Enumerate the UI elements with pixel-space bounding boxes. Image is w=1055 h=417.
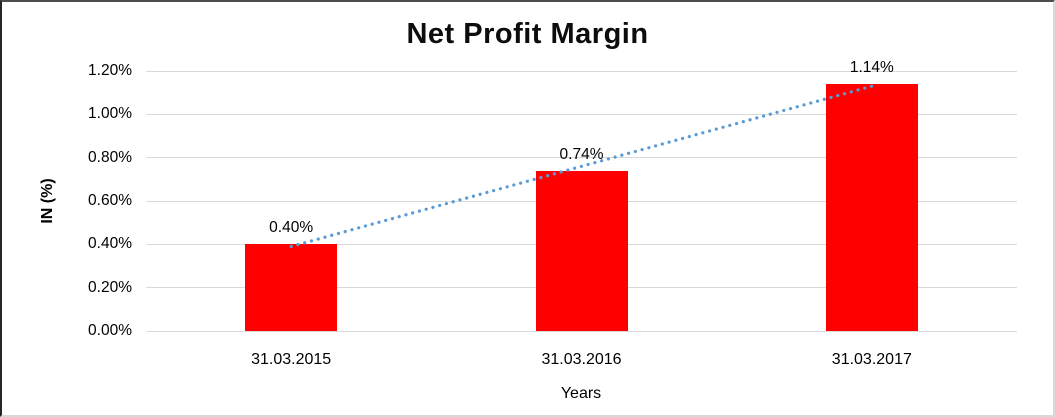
trendline: [289, 84, 874, 249]
y-tick-label: 1.00%: [88, 105, 132, 123]
bar: [245, 244, 338, 331]
y-tick-label: 1.20%: [88, 62, 132, 79]
x-axis-title: Years: [560, 385, 602, 402]
y-tick-label: 0.00%: [88, 322, 132, 339]
y-tick-label: 0.60%: [88, 192, 132, 209]
bar: [535, 170, 628, 331]
data-label: 0.40%: [269, 219, 314, 237]
y-tick-label: 0.20%: [88, 278, 132, 296]
y-tick-label: 0.80%: [88, 148, 132, 166]
x-category-label: 31.03.2015: [251, 351, 332, 368]
gridline: [146, 70, 1017, 72]
trendline-dotted-line: [289, 84, 874, 249]
plot-area: 0.40% 0.74% 1.14%: [146, 59, 1017, 332]
data-label: 1.14%: [849, 59, 894, 76]
gridline: [146, 157, 1017, 159]
y-tick-label: 0.40%: [88, 235, 132, 253]
gridline: [146, 330, 1017, 332]
chart-title: Net Profit Margin: [406, 18, 649, 50]
x-category-label: 31.03.2017: [831, 351, 912, 368]
gridline: [146, 113, 1017, 115]
x-category-label: 31.03.2016: [541, 351, 622, 368]
bar: [825, 84, 918, 331]
data-label: 0.74%: [559, 145, 604, 163]
